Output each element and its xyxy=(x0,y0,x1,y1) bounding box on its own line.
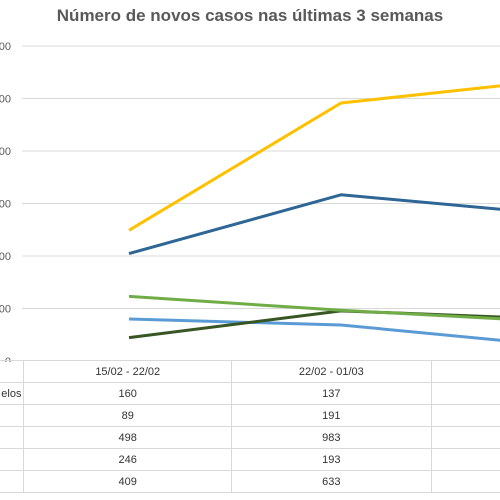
table-row-label xyxy=(0,426,25,449)
series-line-4 xyxy=(128,294,500,321)
table-cell: 89 xyxy=(23,404,232,427)
table-cell: 409 xyxy=(23,470,232,493)
table-corner xyxy=(0,360,25,383)
table-cell: 983 xyxy=(231,426,432,449)
table-cell: 498 xyxy=(23,426,232,449)
series-line-5 xyxy=(128,193,500,256)
series-lines xyxy=(128,84,500,342)
y-tick-label: 1000 xyxy=(0,94,11,106)
table-row: 409 633 xyxy=(0,470,500,493)
chart-title: Número de novos casos nas últimas 3 sema… xyxy=(56,6,444,25)
line-chart: 200 400 600 800 1000 1200 0 xyxy=(0,41,500,362)
table-row-label xyxy=(0,470,25,493)
table-cell: 633 xyxy=(231,470,432,493)
table-row: 498 983 xyxy=(0,426,500,449)
table-row: 246 193 xyxy=(0,448,500,471)
table-row-label: elos xyxy=(0,382,25,405)
y-tick-label: 400 xyxy=(0,251,11,263)
y-tick-label: 600 xyxy=(0,199,11,211)
table-row: elos 160 137 xyxy=(0,382,500,405)
y-tick-label: 800 xyxy=(0,146,11,158)
table-cell xyxy=(430,382,500,405)
table-cell xyxy=(430,470,500,493)
table-cell xyxy=(430,404,500,427)
table-cell: 246 xyxy=(23,448,232,471)
table-cell: 193 xyxy=(231,448,432,471)
table-header-cell: 15/02 - 22/02 xyxy=(23,360,232,383)
table-row-label xyxy=(0,404,25,427)
table-cell: 191 xyxy=(231,404,432,427)
table-cell xyxy=(430,448,500,471)
y-tick-label: 1200 xyxy=(0,41,11,53)
data-table: 15/02 - 22/02 22/02 - 01/03 elos 160 137 89 19… xyxy=(0,360,500,493)
table-header-cell: 22/02 - 01/03 xyxy=(231,360,432,383)
y-tick-label: 200 xyxy=(0,304,11,316)
table-header-row: 15/02 - 22/02 22/02 - 01/03 xyxy=(0,360,500,383)
table-cell xyxy=(430,426,500,449)
table-cell: 137 xyxy=(231,382,432,405)
y-tick-label: 0 xyxy=(5,356,11,362)
series-line-3 xyxy=(128,84,500,232)
table-header-cell xyxy=(430,360,500,383)
table-row-label xyxy=(0,448,25,471)
series-line-1 xyxy=(128,317,500,342)
table-cell: 160 xyxy=(23,382,232,405)
table-row: 89 191 xyxy=(0,404,500,427)
